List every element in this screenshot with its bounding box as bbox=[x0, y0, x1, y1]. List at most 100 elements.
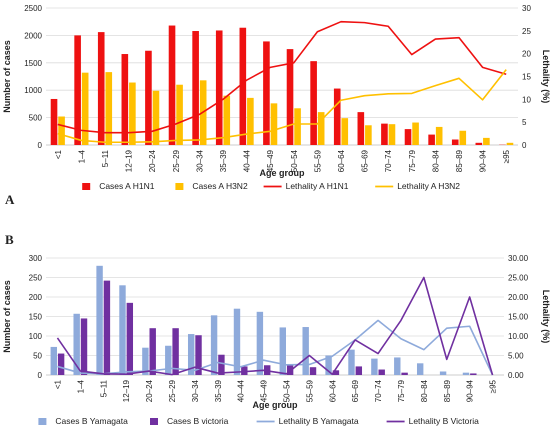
bar-cases-a-h3n2 bbox=[317, 112, 325, 145]
bar-cases-b-victoria bbox=[218, 354, 225, 375]
legend-item: Cases A H3N2 bbox=[175, 181, 248, 191]
bar-cases-a-h3n2 bbox=[58, 116, 65, 145]
y-axis-title: Number of cases bbox=[2, 280, 12, 353]
x-tick-label: 90–94 bbox=[466, 379, 475, 402]
legend-item: Cases A H1N1 bbox=[82, 181, 155, 191]
bar-cases-a-h1n1 bbox=[145, 50, 152, 145]
bar-cases-a-h3n2 bbox=[365, 125, 372, 145]
bar-cases-b-yamagata bbox=[394, 357, 401, 375]
x-tick-label: 65–69 bbox=[351, 379, 360, 402]
bar-cases-a-h3n2 bbox=[270, 103, 278, 145]
x-tick-label: <1 bbox=[53, 379, 62, 389]
bar-cases-b-yamagata bbox=[279, 327, 286, 375]
legend: Cases B Yamagata Cases B victoria Lethalit… bbox=[38, 416, 479, 426]
bar-cases-b-victoria bbox=[195, 335, 202, 375]
bar-cases-b-yamagata bbox=[371, 358, 378, 375]
x-tick-label: 55–59 bbox=[313, 149, 322, 172]
chart-panel-a: 0 500 1000 1500 2000 2500 0 5 10 15 20 25 30 <1 1–4 5–1… bbox=[2, 4, 550, 207]
x-tick-label: 85–89 bbox=[443, 379, 452, 402]
legend-label: Cases A H1N1 bbox=[99, 181, 155, 191]
y-tick-label: 200 bbox=[29, 293, 43, 302]
line-lethality-a-h3n2 bbox=[57, 69, 507, 144]
x-tick-label: 1–4 bbox=[77, 149, 86, 163]
bar-cases-b-yamagata bbox=[348, 349, 355, 375]
x-tick-label: <1 bbox=[54, 149, 63, 159]
x-tick-label: 5–11 bbox=[101, 149, 110, 167]
x-tick-label: ≥95 bbox=[502, 149, 511, 163]
bar-cases-b-victoria bbox=[149, 328, 156, 375]
bar-cases-a-h1n1 bbox=[475, 142, 483, 145]
legend-swatch bbox=[150, 418, 158, 425]
bar-cases-a-h3n2 bbox=[459, 130, 467, 145]
x-tick-label: 30–34 bbox=[195, 149, 204, 172]
bar-cases-a-h3n2 bbox=[152, 90, 160, 145]
chart-panel-b: 0 50 100 150 200 250 300 0.00 5.00 10.00 15.00 20.0… bbox=[2, 232, 550, 426]
x-tick-label: 45–49 bbox=[266, 149, 275, 172]
legend-label: Cases B Yamagata bbox=[55, 416, 128, 426]
legend-item: Cases B Yamagata bbox=[38, 416, 128, 426]
x-tick-label: 12–19 bbox=[122, 379, 131, 402]
line-lethality-b-victoria bbox=[56, 276, 494, 376]
x-tick-label: 85–89 bbox=[455, 149, 464, 172]
y2-tick-label: 25 bbox=[522, 27, 531, 36]
y-axis-title: Number of cases bbox=[2, 40, 12, 113]
bar-cases-a-h1n1 bbox=[451, 139, 459, 145]
y2-tick-label: 15 bbox=[522, 73, 531, 82]
bar-cases-b-yamagata bbox=[302, 327, 309, 375]
y2-tick-label: 20 bbox=[522, 50, 531, 59]
y-tick-label: 50 bbox=[33, 352, 42, 361]
y2-tick-label: 20.00 bbox=[508, 293, 529, 302]
bar-cases-a-h1n1 bbox=[215, 30, 223, 145]
bar-cases-b-victoria bbox=[401, 372, 408, 375]
legend-label: Lethality A H1N1 bbox=[286, 181, 349, 191]
x-tick-label: 30–34 bbox=[191, 379, 200, 402]
x-tick-label: 70–74 bbox=[374, 379, 383, 402]
bar-cases-b-yamagata bbox=[233, 308, 241, 375]
legend-swatch bbox=[38, 418, 47, 425]
y2-tick-label: 0.00 bbox=[508, 371, 524, 380]
y2-tick-label: 5 bbox=[522, 118, 527, 127]
bar-cases-b-yamagata bbox=[416, 363, 424, 375]
x-tick-label: 80–84 bbox=[420, 379, 429, 402]
x-tick-label: 20–24 bbox=[148, 149, 157, 172]
line-lethality-b-yamagata bbox=[57, 319, 494, 376]
legend: Cases A H1N1 Cases A H3N2 Lethality A H1N1… bbox=[82, 181, 460, 191]
legend-label: Lethality B Victoria bbox=[409, 416, 480, 426]
bar-cases-a-h1n1 bbox=[333, 88, 341, 145]
bar-cases-b-victoria bbox=[241, 366, 248, 375]
x-tick-label: 25–29 bbox=[168, 379, 177, 402]
x-tick-label: 65–69 bbox=[361, 149, 370, 172]
bar-cases-a-h1n1 bbox=[97, 32, 105, 145]
x-axis-title: Age group bbox=[253, 400, 298, 410]
x-tick-label: ≥95 bbox=[489, 379, 498, 393]
x-tick-label: 25–29 bbox=[172, 149, 181, 172]
legend-label: Cases A H3N2 bbox=[192, 181, 248, 191]
bar-cases-a-h1n1 bbox=[263, 41, 270, 145]
bar-cases-a-h1n1 bbox=[239, 27, 247, 146]
legend-label: Lethality A H3N2 bbox=[397, 181, 460, 191]
y-tick-label: 150 bbox=[29, 313, 43, 322]
bar-cases-b-victoria bbox=[332, 370, 340, 375]
bar-cases-a-h3n2 bbox=[483, 137, 490, 145]
bar-cases-a-h3n2 bbox=[129, 82, 136, 145]
x-tick-label: 55–59 bbox=[305, 379, 314, 402]
bar-cases-b-yamagata bbox=[439, 371, 447, 375]
x-tick-label: 75–79 bbox=[408, 149, 417, 172]
x-tick-label: 60–64 bbox=[328, 379, 337, 402]
x-tick-label: 90–94 bbox=[479, 149, 488, 172]
x-axis-title: Age group bbox=[260, 168, 305, 178]
bar-cases-b-yamagata bbox=[73, 313, 80, 375]
y-tick-label: 1500 bbox=[24, 59, 42, 68]
bar-cases-b-victoria bbox=[378, 369, 385, 375]
bar-cases-a-h3n2 bbox=[341, 118, 349, 145]
bar-cases-a-h3n2 bbox=[294, 108, 301, 145]
bar-cases-b-victoria bbox=[470, 373, 477, 375]
legend-swatch bbox=[82, 183, 91, 190]
bar-cases-b-yamagata bbox=[142, 347, 149, 375]
bar-cases-b-victoria bbox=[57, 353, 65, 375]
legend-item: Cases B victoria bbox=[150, 416, 229, 426]
bar-cases-b-victoria bbox=[103, 280, 111, 375]
bar-cases-a-h3n2 bbox=[388, 124, 396, 145]
bar-cases-a-h1n1 bbox=[357, 112, 365, 145]
y-tick-label: 300 bbox=[29, 254, 43, 263]
